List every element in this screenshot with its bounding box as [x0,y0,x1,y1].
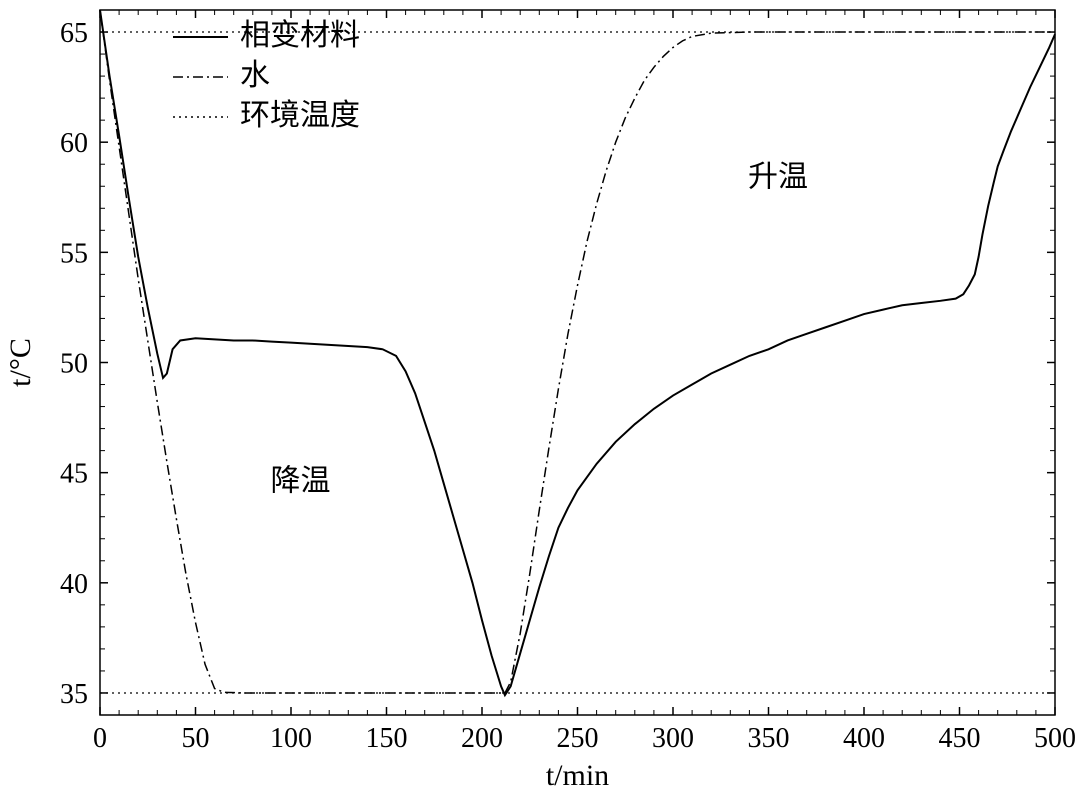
x-tick-label: 50 [182,723,210,754]
legend-label: 相变材料 [240,19,360,52]
annotations: 降温 升温 [271,160,809,497]
x-axis-label: t/min [546,759,609,792]
x-tick-label: 450 [939,723,981,754]
annotation: 降温 [271,464,331,497]
annotation: 升温 [748,160,808,193]
y-tick-label: 60 [60,128,88,159]
y-tick-label: 50 [60,349,88,380]
y-tick-label: 65 [60,18,88,49]
x-tick-label: 0 [93,723,107,754]
x-tick-label: 500 [1034,723,1076,754]
y-tick-label: 40 [60,569,88,600]
y-tick-label: 35 [60,679,88,710]
chart-container: 0 50 100 150 200 250 300 350 400 450 500 35 40 45 50 5… [0,0,1076,803]
x-tick-label: 150 [366,723,408,754]
x-tick-label: 400 [843,723,885,754]
legend-label: 水 [240,59,270,92]
y-axis-ticks: 35 40 45 50 55 60 65 [60,18,1055,710]
x-tick-label: 250 [557,723,599,754]
x-tick-label: 200 [461,723,503,754]
legend-label: 环境温度 [240,99,360,132]
line-chart: 0 50 100 150 200 250 300 350 400 450 500 35 40 45 50 5… [0,0,1076,803]
legend: 相变材料水环境温度 [173,19,360,132]
x-tick-label: 350 [748,723,790,754]
y-axis-label: t/°C [4,338,37,387]
y-tick-label: 45 [60,459,88,490]
x-tick-label: 100 [270,723,312,754]
x-tick-label: 300 [652,723,694,754]
y-tick-label: 55 [60,238,88,269]
